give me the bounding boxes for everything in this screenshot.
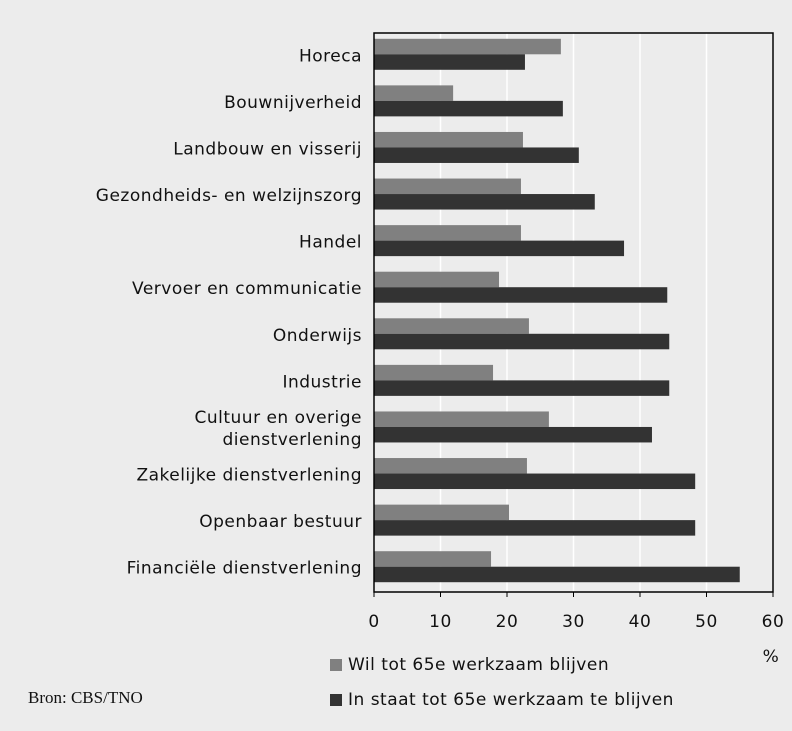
legend-label: Wil tot 65e werkzaam blijven	[348, 655, 609, 675]
y-tick-label: Openbaar bestuur	[199, 512, 362, 532]
bar	[374, 240, 625, 257]
bar	[374, 271, 500, 288]
y-tick-label: Onderwijs	[273, 326, 362, 346]
bar	[374, 54, 525, 70]
x-tick-label: 60	[762, 612, 785, 632]
legend-label: In staat tot 65e werkzaam te blijven	[348, 690, 674, 710]
bar	[374, 38, 561, 55]
y-tick-label: Industrie	[282, 372, 362, 392]
y-tick-label: Handel	[299, 233, 362, 253]
bar	[374, 147, 579, 163]
bar	[374, 458, 527, 474]
x-axis-label: %	[763, 647, 780, 667]
y-tick-label: Horeca	[299, 46, 362, 66]
bar	[374, 473, 696, 490]
bar	[374, 364, 494, 381]
bar	[374, 194, 595, 210]
bar	[374, 318, 529, 334]
y-tick-label: Landbouw en visserij	[173, 139, 362, 159]
bar	[374, 225, 521, 241]
y-tick-label: Financiële dienstverlening	[127, 559, 362, 579]
y-tick-label: Bouwnijverheid	[224, 93, 362, 113]
y-tick-label: Zakelijke dienstverlening	[136, 466, 362, 486]
bar	[374, 380, 670, 396]
bar	[374, 426, 652, 443]
bar	[374, 333, 670, 350]
x-tick-label: 50	[695, 612, 718, 632]
bar	[374, 287, 668, 303]
y-tick-label: Vervoer en communicatie	[132, 279, 362, 299]
plot-frame	[373, 32, 774, 593]
bar	[374, 504, 509, 521]
bar	[374, 566, 740, 583]
bar	[374, 551, 492, 567]
x-tick-label: 30	[562, 612, 585, 632]
bar	[374, 178, 521, 195]
legend-swatch	[330, 659, 342, 671]
y-tick-label: Gezondheids- en welzijnszorg	[96, 186, 362, 206]
x-tick-label: 0	[368, 612, 379, 632]
x-tick-label: 40	[629, 612, 652, 632]
bar	[374, 411, 549, 427]
bar	[374, 520, 696, 536]
x-tick-label: 10	[429, 612, 452, 632]
bar	[374, 100, 563, 117]
bar	[374, 85, 454, 101]
x-tick-label: 20	[496, 612, 519, 632]
source: Bron: CBS/TNO	[28, 688, 143, 707]
legend-swatch	[330, 694, 342, 706]
y-tick-label: Cultuur en overige dienstverlening	[195, 408, 363, 450]
bar	[374, 131, 523, 148]
